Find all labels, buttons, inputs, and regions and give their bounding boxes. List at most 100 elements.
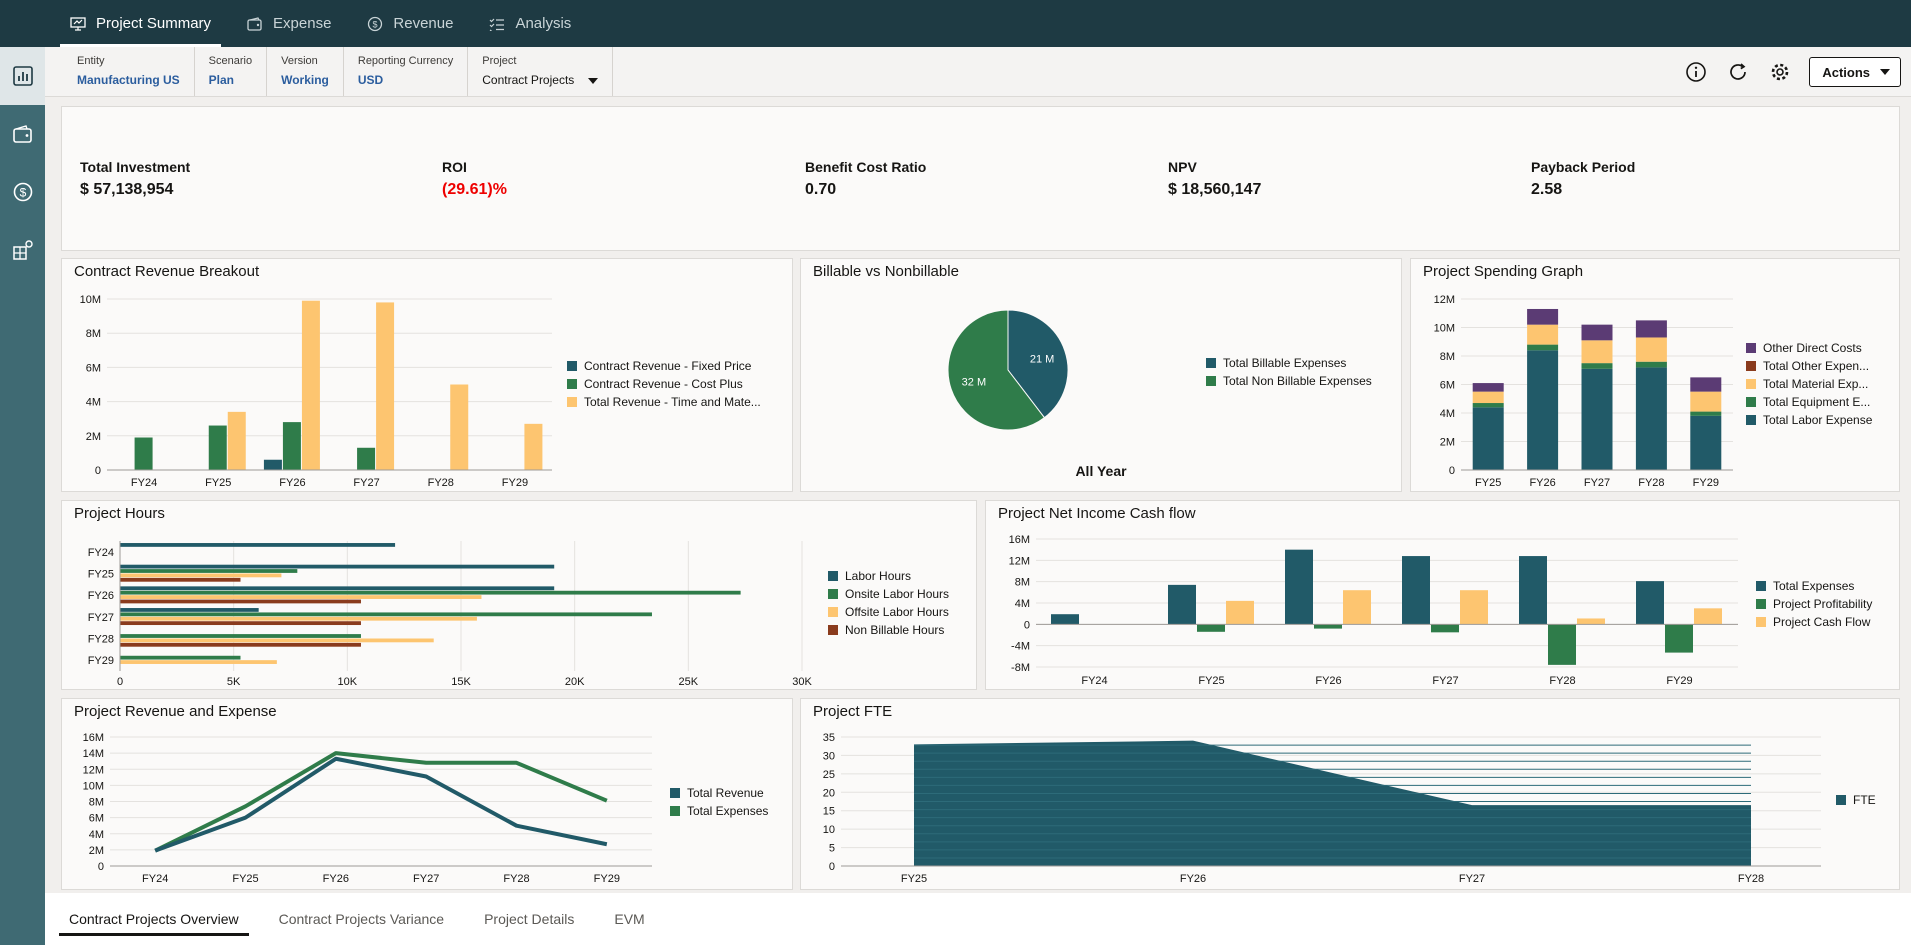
legend-item[interactable]: Total Revenue [670, 784, 768, 802]
x-tick-label: FY25 [1475, 477, 1501, 489]
tab-label: Revenue [393, 15, 454, 32]
legend-item[interactable]: Offsite Labor Hours [828, 603, 949, 621]
legend-item[interactable]: Total Equipment E... [1746, 393, 1872, 411]
panel-revenue-breakout: Contract Revenue Breakout 0 2M 4M 6M 8M 10M FY… [61, 258, 793, 492]
legend-swatch [1836, 795, 1846, 805]
tab-label: Analysis [515, 15, 572, 32]
legend: Total Billable Expenses Total Non Billabl… [1206, 354, 1372, 390]
bar-segment [1690, 391, 1722, 412]
panel-billable: Billable vs Nonbillable 21 M 32 M Total B… [800, 258, 1402, 492]
y-tick-label: 4M [1440, 408, 1455, 420]
legend-swatch [828, 571, 838, 581]
tab-contract-projects-variance[interactable]: Contract Projects Variance [278, 911, 445, 927]
dollar-coin-icon: $ [368, 16, 383, 31]
legend-label: Non Billable Hours [845, 623, 945, 637]
fte-area-chart: 0 5 10 15 20 25 30 35 FY25 FY26 FY27 FY28 [823, 732, 1821, 885]
x-tick-label: FY26 [1180, 873, 1206, 885]
actions-button[interactable]: Actions [1809, 57, 1901, 87]
tab-project-summary[interactable]: Project Summary [52, 0, 229, 47]
pov-value[interactable]: Working [281, 73, 329, 87]
spending-chart: 0 2M 4M 6M 8M 10M 12M FY25 FY26 FY27 FY28 FY29 [1434, 294, 1733, 489]
kpi-label: Total Investment [80, 159, 191, 175]
legend-item[interactable]: Project Cash Flow [1756, 613, 1872, 631]
pov-value[interactable]: USD [357, 73, 384, 87]
legend-label: Labor Hours [845, 569, 912, 583]
rail-dashboard[interactable] [0, 47, 45, 105]
legend-item[interactable]: Contract Revenue - Cost Plus [567, 375, 761, 393]
legend-item[interactable]: Total Material Exp... [1746, 375, 1872, 393]
tab-evm[interactable]: EVM [614, 911, 645, 927]
top-navigation: Project Summary Expense $ Revenue Analys… [0, 0, 1911, 47]
y-tick-label: 20 [823, 787, 835, 799]
y-tick-label: 30 [823, 750, 835, 762]
kpi-value: 2.58 [1531, 181, 1563, 198]
x-tick-label: FY24 [131, 477, 157, 489]
kpi-panel: Total Investment $ 57,138,954 ROI (29.61… [61, 106, 1900, 251]
legend-item[interactable]: Other Direct Costs [1746, 339, 1872, 357]
left-rail: $ [0, 47, 45, 945]
y-tick-label: 10M [80, 294, 101, 306]
presentation-icon [70, 16, 86, 31]
legend: Contract Revenue - Fixed Price Contract R… [567, 357, 761, 411]
legend-item[interactable]: Onsite Labor Hours [828, 585, 949, 603]
pov-entity[interactable]: Entity Manufacturing US [63, 47, 195, 96]
legend-item[interactable]: Total Revenue - Time and Mate... [567, 393, 761, 411]
legend-swatch [1746, 379, 1756, 389]
refresh-button[interactable] [1725, 59, 1751, 85]
legend-item[interactable]: Non Billable Hours [828, 621, 949, 639]
rail-analysis[interactable] [0, 221, 45, 279]
legend-swatch [1746, 415, 1756, 425]
bar [376, 302, 395, 470]
bar [120, 595, 482, 599]
legend-label: Total Non Billable Expenses [1223, 374, 1372, 388]
x-tick-label: FY28 [1738, 873, 1764, 885]
legend-item[interactable]: Total Non Billable Expenses [1206, 372, 1372, 390]
legend-item[interactable]: Total Other Expen... [1746, 357, 1872, 375]
x-tick-label: 20K [565, 676, 585, 688]
tab-expense[interactable]: Expense [229, 0, 349, 47]
pov-value[interactable]: Plan [208, 73, 235, 87]
rail-expense[interactable] [0, 105, 45, 163]
legend-item[interactable]: Contract Revenue - Fixed Price [567, 357, 761, 375]
legend-swatch [1206, 376, 1216, 386]
kpi-label: Benefit Cost Ratio [805, 159, 927, 175]
hours-chart: 0 5K 10K 15K 20K 25K 30K FY24 FY25 FY26 FY27 FY28 FY… [88, 541, 812, 688]
pov-project[interactable]: Project Contract Projects [468, 47, 614, 96]
pov-value[interactable]: Manufacturing US [77, 73, 180, 87]
legend-swatch [1756, 581, 1766, 591]
legend-item[interactable]: Project Profitability [1756, 595, 1872, 613]
bar-segment [1527, 324, 1559, 345]
chevron-down-icon[interactable] [588, 77, 599, 84]
pov-currency[interactable]: Reporting Currency USD [344, 47, 469, 96]
tab-analysis[interactable]: Analysis [471, 0, 589, 47]
panel-title: Project Hours [74, 505, 165, 522]
tab-contract-projects-overview[interactable]: Contract Projects Overview [49, 902, 259, 936]
legend-label: Total Expenses [1773, 579, 1855, 593]
pov-toolbar: Actions [1683, 57, 1901, 87]
legend-label: Total Revenue [687, 786, 764, 800]
tab-revenue[interactable]: $ Revenue [349, 0, 471, 47]
tab-project-details[interactable]: Project Details [484, 911, 575, 927]
legend-item[interactable]: Total Labor Expense [1746, 411, 1872, 429]
rail-revenue[interactable]: $ [0, 163, 45, 221]
x-tick-label: FY29 [1666, 675, 1692, 687]
pov-scenario[interactable]: Scenario Plan [195, 47, 268, 96]
pov-version[interactable]: Version Working [267, 47, 344, 96]
y-tick-label: FY26 [88, 590, 114, 602]
legend-item[interactable]: Total Expenses [1756, 577, 1872, 595]
bar [120, 573, 282, 578]
legend-item[interactable]: FTE [1836, 791, 1876, 809]
legend-item[interactable]: Labor Hours [828, 567, 949, 585]
x-tick-label: FY29 [594, 873, 620, 885]
settings-button[interactable] [1767, 59, 1793, 85]
bar-segment [1581, 368, 1613, 470]
y-tick-label: 25 [823, 769, 835, 781]
legend-label: Total Other Expen... [1763, 359, 1870, 373]
pov-project-select[interactable]: Contract Projects [482, 73, 599, 87]
legend-item[interactable]: Total Expenses [670, 802, 768, 820]
bar-segment [1472, 403, 1504, 408]
bar [120, 638, 434, 643]
bar [282, 422, 301, 470]
info-button[interactable] [1683, 59, 1709, 85]
legend-item[interactable]: Total Billable Expenses [1206, 354, 1372, 372]
